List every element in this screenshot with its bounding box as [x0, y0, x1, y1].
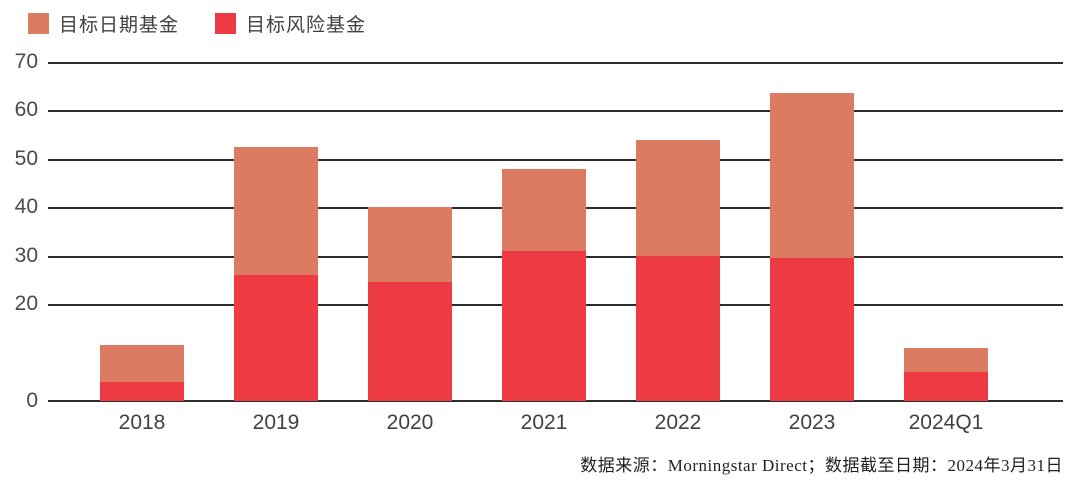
bar-segment-2018-目标风险基金: [100, 381, 184, 401]
plot-area: [48, 62, 1063, 402]
bar-segment-2024Q1-目标日期基金: [904, 347, 988, 372]
legend-swatch-target-date: [28, 13, 49, 34]
source-footer: 数据来源：Morningstar Direct；数据截至日期：2024年3月31…: [580, 456, 1063, 475]
bar-segment-2020-目标日期基金: [368, 207, 452, 283]
x-axis: 2018 2019 2020 2021 2022 2023 2024Q1: [0, 411, 1080, 441]
gridline-50: [48, 158, 1063, 161]
gridline-60: [48, 110, 1063, 113]
bar-2024Q1: [904, 347, 988, 401]
x-tick-label-2022: 2022: [654, 411, 702, 434]
x-tick-label-2020: 2020: [386, 411, 434, 434]
x-tick-label-2019: 2019: [252, 411, 300, 434]
y-tick-label-40: 40: [14, 195, 38, 219]
y-tick-label-60: 60: [14, 98, 38, 122]
legend-label-target-date: 目标日期基金: [59, 15, 180, 36]
legend-swatch-target-risk: [215, 13, 237, 34]
bar-segment-2023-目标风险基金: [770, 258, 854, 401]
legend: 目标日期基金 目标风险基金: [28, 10, 366, 37]
legend-item-target-date: 目标日期基金: [28, 10, 179, 37]
bar-2018: [100, 345, 184, 401]
bar-segment-2020-目标风险基金: [368, 282, 452, 401]
gridline-70: [48, 62, 1063, 64]
y-tick-label-50: 50: [14, 146, 38, 170]
y-tick-label-20: 20: [14, 292, 38, 316]
y-axis: 0 20 30 40 50 60 70: [0, 50, 38, 412]
legend-item-target-risk: 目标风险基金: [215, 10, 366, 37]
x-axis-line: [48, 400, 1063, 402]
y-tick-label-0: 0: [26, 389, 38, 412]
x-tick-label-2024Q1: 2024Q1: [908, 411, 984, 434]
bar-segment-2019-目标风险基金: [234, 275, 318, 401]
bar-segment-2021-目标风险基金: [502, 250, 586, 401]
bar-segment-2023-目标日期基金: [770, 93, 854, 259]
y-tick-label-70: 70: [14, 50, 38, 73]
y-tick-label-30: 30: [14, 243, 38, 267]
bar-2022: [636, 139, 720, 401]
x-tick-label-2018: 2018: [118, 411, 166, 434]
bar-segment-2021-目标日期基金: [502, 168, 586, 251]
bar-2019: [234, 146, 318, 401]
bar-segment-2022-目标风险基金: [636, 255, 720, 401]
bar-2021: [502, 168, 586, 401]
bar-segment-2022-目标日期基金: [636, 139, 720, 256]
x-tick-label-2021: 2021: [520, 411, 568, 434]
bar-segment-2024Q1-目标风险基金: [904, 371, 988, 401]
bar-segment-2019-目标日期基金: [234, 146, 318, 276]
x-tick-label-2023: 2023: [788, 411, 836, 434]
bar-segment-2018-目标日期基金: [100, 345, 184, 382]
legend-label-target-risk: 目标风险基金: [246, 15, 367, 36]
bar-2020: [368, 207, 452, 401]
bar-2023: [770, 93, 854, 401]
